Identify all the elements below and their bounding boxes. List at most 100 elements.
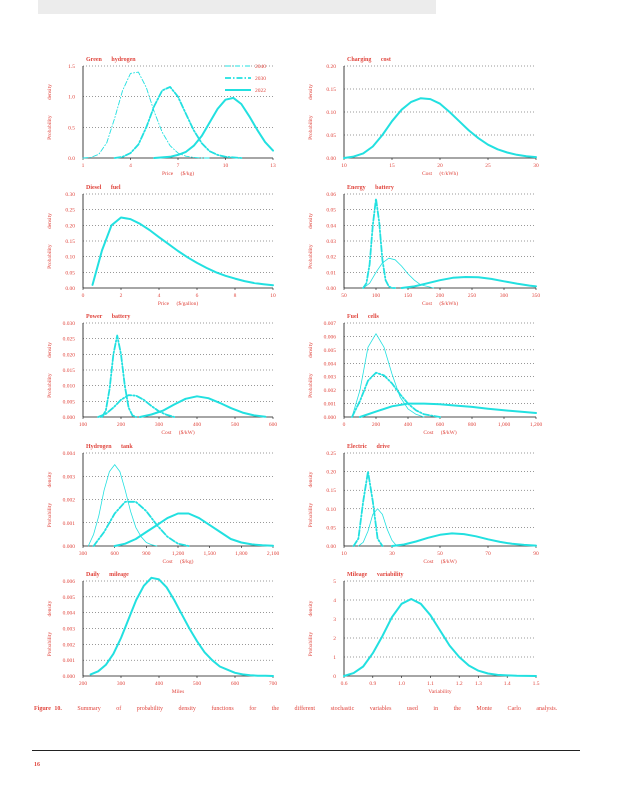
y-tick-label: 5 — [333, 579, 336, 585]
chart-legend: 2040 2030 2022 — [225, 64, 266, 94]
chart-title: Hydrogen tank — [86, 444, 133, 450]
series-line-2040 — [87, 464, 158, 547]
y-tick-label: 0.005 — [63, 595, 76, 601]
y-tick-label: 0.00 — [326, 156, 336, 162]
x-tick-label: 200 — [436, 293, 445, 299]
x-tick-label: 1,800 — [235, 551, 248, 557]
y-axis-label: Probability density — [308, 213, 314, 269]
y-axis-label: Probability density — [308, 84, 314, 140]
y-axis-label: Probability density — [308, 471, 314, 527]
y-tick-label: 0.002 — [324, 388, 337, 394]
x-tick-label: 4 — [158, 293, 161, 299]
x-tick-label: 0.9 — [369, 681, 376, 687]
chart-5: 0.000 0.005 0.010 0.015 0.020 0.025 0.030 100 20… — [47, 314, 277, 436]
chart-title: Diesel fuel — [86, 185, 121, 191]
x-tick-label: 2 — [120, 293, 123, 299]
x-tick-label: 0.6 — [341, 681, 348, 687]
y-tick-label: 0.003 — [63, 474, 76, 480]
figure-caption: Figure 10. Summary of probability densit… — [34, 706, 574, 712]
y-tick-label: 0.00 — [326, 286, 336, 292]
chart-4: 0.00 0.01 0.02 0.03 0.04 0.05 0.06 50 100 150 200 2… — [308, 185, 540, 307]
chart-title: Green hydrogen — [86, 57, 136, 63]
series-line-2040 — [351, 333, 425, 418]
x-tick-label: 500 — [193, 681, 202, 687]
x-tick-label: 350 — [532, 293, 541, 299]
y-tick-label: 0.006 — [63, 579, 76, 585]
x-tick-label: 800 — [468, 422, 477, 428]
x-tick-label: 20 — [437, 163, 443, 169]
x-tick-label: 7 — [177, 163, 180, 169]
y-axis-label: Probability density — [47, 600, 53, 656]
x-tick-label: 200 — [79, 681, 88, 687]
y-tick-label: 0.000 — [324, 415, 337, 421]
series-line-2030 — [92, 500, 190, 547]
y-axis-label: Probability density — [308, 600, 314, 656]
y-axis-label: Probability density — [47, 471, 53, 527]
x-tick-label: 1.1 — [427, 681, 434, 687]
y-tick-label: 0.05 — [65, 270, 75, 276]
x-tick-label: 4 — [129, 163, 132, 169]
x-tick-label: 90 — [533, 551, 539, 557]
x-axis-label: Cost (¢/kWh) — [422, 170, 458, 177]
y-tick-label: 0.001 — [63, 658, 76, 664]
y-tick-label: 0.05 — [326, 208, 336, 214]
y-axis-label: Probability density — [47, 84, 53, 140]
x-axis-label: Cost ($/kW) — [423, 558, 457, 565]
series-line-2040 — [82, 71, 211, 159]
x-axis-label: Cost ($/kW) — [161, 429, 195, 436]
y-tick-label: 0.25 — [65, 208, 75, 214]
x-tick-label: 10 — [341, 163, 347, 169]
y-tick-label: 0.000 — [63, 674, 76, 680]
y-tick-label: 0.001 — [63, 521, 76, 527]
x-tick-label: 70 — [485, 551, 491, 557]
series-line-2030 — [351, 371, 441, 418]
y-tick-label: 0.006 — [324, 334, 337, 340]
y-tick-label: 0.020 — [63, 352, 76, 358]
x-axis-label: Price ($/kg) — [162, 170, 194, 177]
series-line-1 — [89, 576, 274, 677]
y-tick-label: 1 — [333, 655, 336, 661]
y-tick-label: 0.03 — [326, 239, 336, 245]
y-tick-label: 0.05 — [326, 133, 336, 139]
series-line-2022 — [400, 276, 537, 289]
y-tick-label: 0.004 — [324, 361, 337, 367]
x-tick-label: 400 — [155, 681, 164, 687]
x-tick-label: 0 — [343, 422, 346, 428]
x-tick-label: 300 — [117, 681, 126, 687]
y-axis-label: Probability density — [47, 342, 53, 398]
x-tick-label: 8 — [234, 293, 237, 299]
x-axis-label: Miles — [172, 689, 185, 695]
chart-8: 0.00 0.05 0.10 0.15 0.20 0.25 10 30 50 70 90 Electr… — [308, 444, 539, 565]
y-tick-label: 0.05 — [326, 525, 336, 531]
chart-title: Power battery — [86, 314, 130, 320]
x-tick-label: 1.4 — [504, 681, 511, 687]
y-tick-label: 1.5 — [68, 64, 75, 70]
y-tick-label: 0.01 — [326, 270, 336, 276]
chart-7: 0.000 0.001 0.002 0.003 0.004 300 600 900 1,200 1… — [47, 444, 279, 565]
chart-2: 0.00 0.05 0.10 0.15 0.20 10 15 20 25 30 Charging c… — [308, 57, 539, 177]
x-axis-label: Cost ($/kWh) — [422, 300, 458, 307]
x-tick-label: 1,000 — [498, 422, 511, 428]
x-tick-label: 15 — [389, 163, 395, 169]
x-tick-label: 10 — [341, 551, 347, 557]
x-tick-label: 1.0 — [398, 681, 405, 687]
x-tick-label: 1,500 — [203, 551, 216, 557]
y-tick-label: 0.002 — [63, 498, 76, 504]
x-tick-label: 200 — [117, 422, 126, 428]
x-tick-label: 600 — [231, 681, 240, 687]
x-tick-label: 1.3 — [475, 681, 482, 687]
caption-text: Summary of probability density functions… — [77, 706, 558, 712]
x-tick-label: 100 — [79, 422, 88, 428]
caption-label: Figure 10. — [34, 706, 62, 712]
chart-10: 0 1 2 3 4 5 0.6 0.9 1.0 1.1 1.2 1.3 1.4 1.5 Mileage va… — [308, 572, 540, 695]
x-axis-label: Cost ($/kW) — [423, 429, 457, 436]
y-tick-label: 0.5 — [68, 125, 75, 131]
y-tick-label: 0.15 — [326, 488, 336, 494]
y-tick-label: 0.10 — [326, 110, 336, 116]
series-line-1 — [91, 216, 274, 287]
series-line-2022 — [113, 512, 274, 547]
y-tick-label: 0.010 — [63, 384, 76, 390]
y-tick-label: 0.005 — [63, 399, 76, 405]
y-tick-label: 0.003 — [324, 375, 337, 381]
y-tick-label: 0.002 — [63, 642, 76, 648]
